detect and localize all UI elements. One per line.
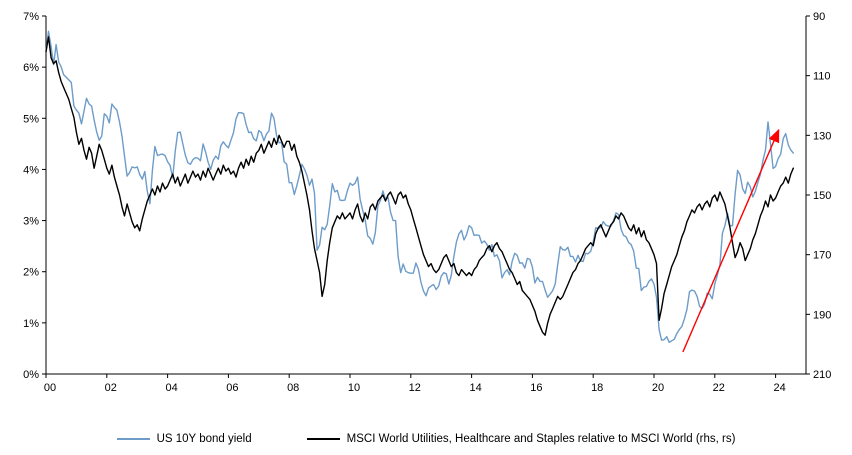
x-tick-label: 02 — [105, 382, 117, 394]
series-line-us10y — [45, 30, 794, 343]
trend-arrow-annotation — [682, 128, 780, 353]
y-right-tick-label: 130 — [813, 130, 831, 142]
y-left-tick-label: 4% — [23, 164, 39, 176]
y-left-tick-label: 1% — [23, 318, 39, 330]
x-tick-label: 06 — [226, 382, 238, 394]
y-right-tick-label: 170 — [813, 250, 831, 262]
y-right-tick-label: 110 — [813, 71, 831, 83]
y-right-tick-label: 190 — [813, 309, 831, 321]
legend-item-msci-relative: MSCI World Utilities, Healthcare and Sta… — [306, 433, 736, 445]
legend-item-us10y: US 10Y bond yield — [116, 433, 252, 445]
y-right-tick-label: 150 — [813, 190, 831, 202]
legend-swatch-msci-line — [306, 438, 340, 440]
x-tick-label: 12 — [409, 382, 421, 394]
y-left-tick-label: 0% — [23, 369, 39, 381]
x-tick-label: 04 — [165, 382, 177, 394]
y-left-tick-label: 2% — [23, 267, 39, 279]
y-left-tick-label: 5% — [23, 113, 39, 125]
x-tick-label: 18 — [591, 382, 603, 394]
y-right-tick-label: 90 — [813, 11, 825, 23]
y-right-tick-label: 210 — [813, 369, 831, 381]
legend-swatch-us10y-line — [116, 438, 150, 440]
y-left-tick-label: 3% — [23, 216, 39, 228]
x-tick-label: 14 — [469, 382, 481, 394]
chart-canvas: 0% 1% 2% 3% 4% 5% 6% 7% 90 110 130 150 170 190 210 00 02… — [23, 11, 831, 394]
x-tick-label: 22 — [713, 382, 725, 394]
y-left-tick-label: 6% — [23, 62, 39, 74]
x-tick-label: 24 — [773, 382, 785, 394]
x-tick-label: 20 — [652, 382, 664, 394]
series-line-msci-relative — [45, 36, 794, 336]
y-left-tick-label: 7% — [23, 11, 39, 23]
x-tick-label: 10 — [348, 382, 360, 394]
x-tick-label: 00 — [44, 382, 56, 394]
x-tick-label: 08 — [287, 382, 299, 394]
legend-label-us10y: US 10Y bond yield — [156, 433, 252, 445]
chart-legend: US 10Y bond yield MSCI World Utilities, … — [0, 433, 852, 445]
legend-label-msci-relative: MSCI World Utilities, Healthcare and Sta… — [346, 433, 736, 445]
x-tick-label: 16 — [530, 382, 542, 394]
